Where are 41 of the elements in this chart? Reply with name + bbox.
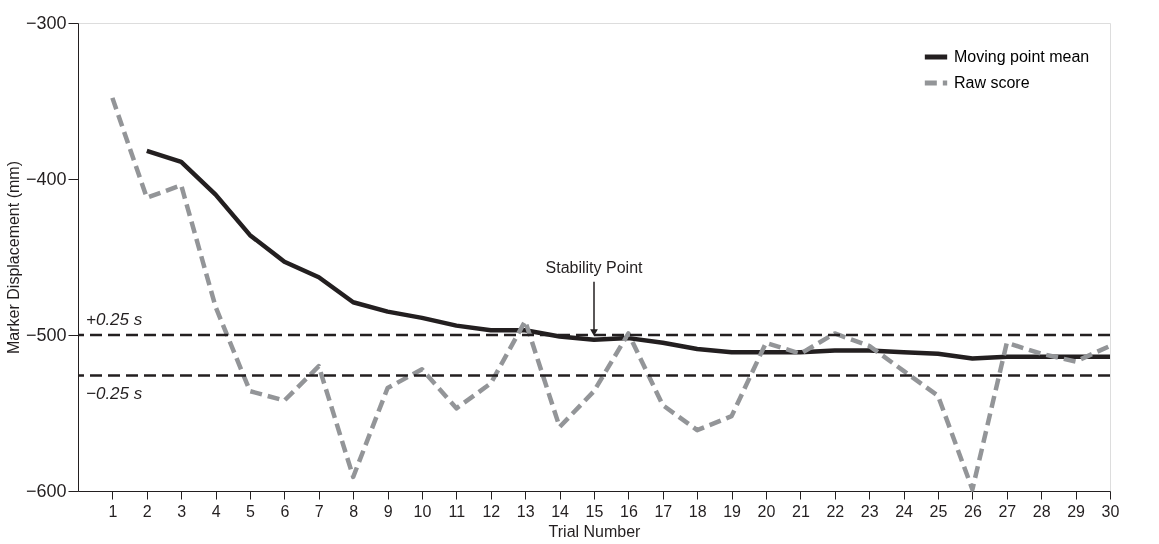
x-tick-label: 28 bbox=[1032, 502, 1051, 520]
x-tick-label: 8 bbox=[349, 502, 359, 520]
x-axis-title: Trial Number bbox=[548, 522, 642, 540]
x-tick-label: 2 bbox=[142, 502, 152, 520]
x-tick-label: 29 bbox=[1067, 502, 1086, 520]
ref-line-label: −0.25 s bbox=[86, 383, 143, 403]
x-tick-label: 3 bbox=[177, 502, 187, 520]
x-tick-label: 7 bbox=[314, 502, 324, 520]
y-tick-label: −600 bbox=[25, 480, 67, 501]
legend-label: Moving point mean bbox=[954, 48, 1090, 65]
x-tick-label: 16 bbox=[620, 502, 638, 520]
y-tick-label: −500 bbox=[25, 324, 67, 345]
x-tick-label: 17 bbox=[654, 502, 673, 520]
y-tick-label: −300 bbox=[25, 12, 67, 33]
legend-label: Raw score bbox=[954, 74, 1030, 91]
x-tick-label: 10 bbox=[413, 502, 432, 520]
x-tick-label: 12 bbox=[482, 502, 501, 520]
x-tick-label: 30 bbox=[1101, 502, 1120, 520]
ref-line-label: +0.25 s bbox=[86, 310, 143, 329]
x-tick-label: 6 bbox=[280, 502, 290, 520]
x-tick-label: 20 bbox=[757, 502, 776, 520]
x-tick-label: 1 bbox=[108, 502, 118, 520]
x-tick-label: 4 bbox=[211, 502, 221, 520]
x-tick-label: 21 bbox=[792, 502, 810, 520]
y-tick-label: −400 bbox=[25, 168, 67, 189]
annotation: Stability Point bbox=[545, 258, 644, 276]
x-tick-label: 25 bbox=[929, 502, 948, 520]
x-tick-label: 9 bbox=[383, 502, 393, 520]
x-tick-label: 24 bbox=[895, 502, 914, 520]
x-tick-label: 18 bbox=[688, 502, 707, 520]
x-tick-label: 11 bbox=[448, 502, 466, 520]
x-tick-label: 13 bbox=[516, 502, 535, 520]
x-tick-label: 23 bbox=[860, 502, 879, 520]
x-tick-label: 22 bbox=[826, 502, 845, 520]
x-tick-label: 5 bbox=[246, 502, 256, 520]
y-axis-title: Marker Displacement (mm) bbox=[4, 161, 22, 354]
x-tick-label: 14 bbox=[551, 502, 570, 520]
x-tick-label: 15 bbox=[585, 502, 604, 520]
x-tick-label: 27 bbox=[998, 502, 1017, 520]
x-tick-label: 26 bbox=[964, 502, 982, 520]
x-tick-label: 19 bbox=[723, 502, 742, 520]
